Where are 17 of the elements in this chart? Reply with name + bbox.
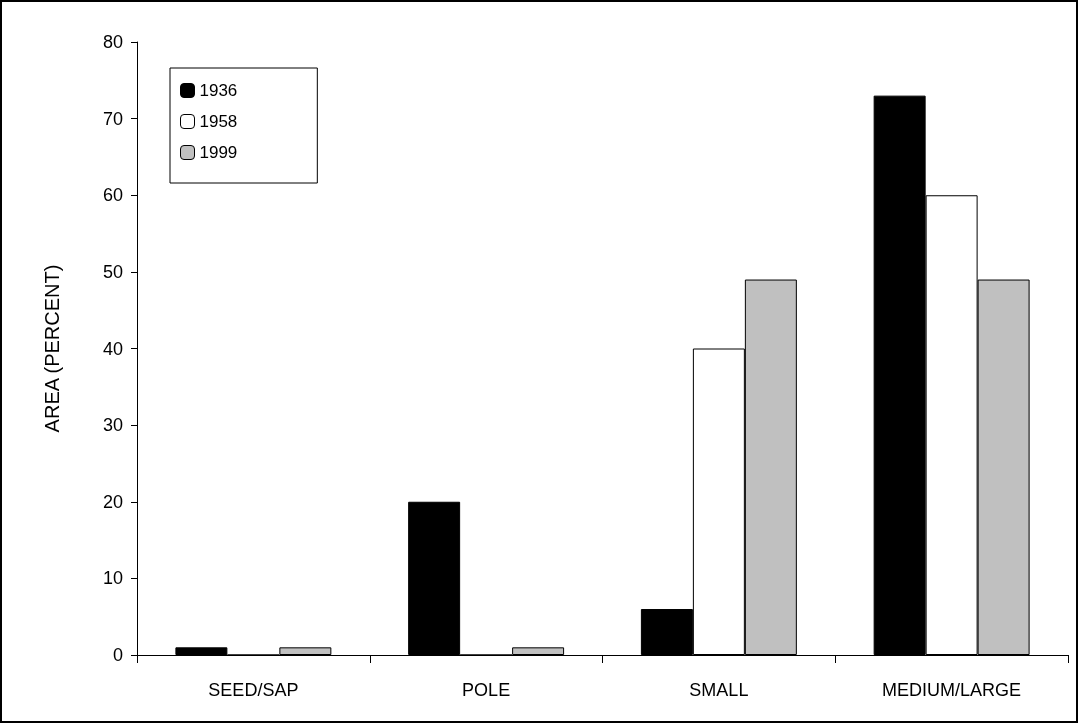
y-tick-label: 70 [102, 108, 123, 129]
y-tick-label: 30 [102, 415, 123, 436]
y-tick-label: 60 [102, 185, 123, 206]
y-tick-label: 10 [102, 568, 123, 589]
legend-label: 1999 [199, 143, 238, 162]
y-tick-label: 80 [102, 32, 123, 52]
x-tick-label: SEED/SAP [208, 680, 299, 700]
y-axis-title: AREA (PERCENT) [41, 264, 63, 433]
y-tick-label: 50 [102, 261, 123, 282]
x-tick-label: SMALL [689, 680, 749, 700]
y-tick-label: 0 [112, 645, 123, 665]
y-tick-label: 40 [102, 338, 123, 359]
x-tick-label: POLE [462, 680, 511, 700]
x-tick-label: MEDIUM/LARGE [882, 680, 1022, 700]
legend-label: 1958 [199, 112, 238, 131]
y-tick-label: 20 [102, 491, 123, 512]
legend-label: 1936 [199, 81, 238, 100]
